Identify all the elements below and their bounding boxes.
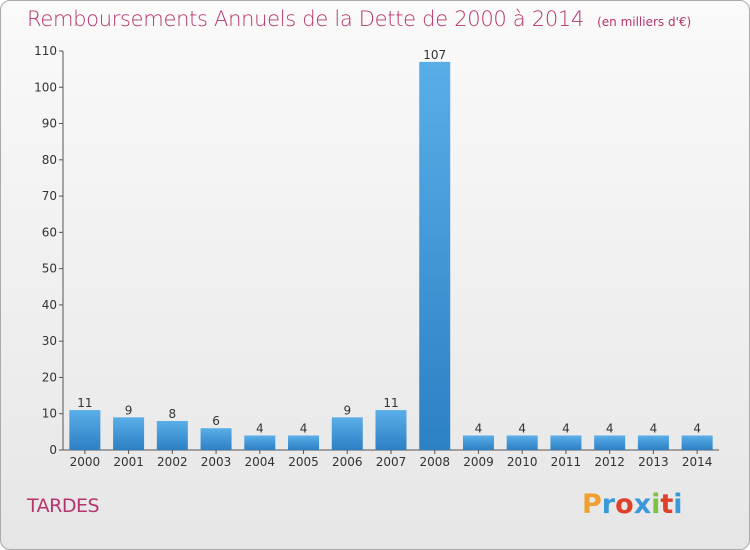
y-tick-label: 60 (42, 225, 57, 239)
value-label: 4 (300, 421, 308, 435)
value-label: 11 (77, 396, 92, 410)
value-label: 4 (606, 421, 614, 435)
axes: 0 10 20 30 40 50 60 70 80 90 100 110 2000 2001 2002 200… (34, 44, 719, 469)
x-tick-label: 2005 (288, 455, 319, 469)
y-tick-label: 30 (42, 334, 57, 348)
x-tick-label: 2004 (245, 455, 276, 469)
chart-title: Remboursements Annuels de la Dette de 20… (27, 7, 584, 31)
place-name: TARDES (27, 495, 100, 517)
x-tick-label: 2006 (332, 455, 363, 469)
x-tick-label: 2011 (551, 455, 582, 469)
bar-2006 (331, 417, 363, 450)
value-label: 9 (343, 403, 351, 417)
unit-note: (en milliers d'€) (597, 15, 692, 29)
bar-2004 (244, 435, 276, 450)
x-tick-label: 2007 (376, 455, 407, 469)
x-tick-label: 2009 (463, 455, 494, 469)
brand-logo-letter: x (633, 489, 652, 520)
y-tick-label: 50 (42, 262, 57, 276)
value-label: 11 (383, 396, 398, 410)
value-label: 4 (256, 421, 264, 435)
x-tick-label: 2014 (682, 455, 713, 469)
bar-2010 (506, 435, 538, 450)
bar-2000 (69, 410, 101, 450)
x-tick-label: 2003 (201, 455, 232, 469)
x-tick-label: 2002 (157, 455, 188, 469)
x-tick-label: 2012 (594, 455, 625, 469)
y-tick-label: 100 (34, 80, 57, 94)
value-label: 8 (169, 407, 177, 421)
bar-2001 (113, 417, 145, 450)
y-tick-label: 0 (49, 443, 57, 457)
x-tick-label: 2000 (70, 455, 101, 469)
brand-logo-letter: o (615, 489, 634, 520)
brand-logo-letter: r (601, 489, 616, 520)
value-label: 4 (562, 421, 570, 435)
x-tick-label: 2008 (419, 455, 450, 469)
bar-2011 (550, 435, 582, 450)
y-tick-label: 10 (42, 407, 57, 421)
value-label: 4 (475, 421, 483, 435)
value-label: 6 (212, 414, 220, 428)
brand-logo-letter: P (582, 489, 602, 520)
chart-title-block: Remboursements Annuels de la Dette de 20… (27, 7, 691, 31)
bar-2009 (462, 435, 494, 450)
x-tick-label: 2001 (113, 455, 144, 469)
y-tick-label: 70 (42, 189, 57, 203)
x-tick-label: 2013 (638, 455, 669, 469)
bar-2002 (156, 420, 188, 450)
y-tick-label: 20 (42, 370, 57, 384)
bar-2008 (419, 61, 451, 451)
y-tick-label: 110 (34, 44, 57, 58)
x-tick-label: 2010 (507, 455, 538, 469)
bar-2013 (637, 435, 669, 450)
value-label: 4 (693, 421, 701, 435)
brand-logo-letter: i (673, 489, 683, 520)
brand-logo: Proxiti (582, 489, 683, 520)
y-tick-label: 90 (42, 117, 57, 131)
brand-logo-letter: t (660, 489, 674, 520)
y-tick-label: 80 (42, 153, 57, 167)
brand-logo-letter: i (651, 489, 661, 520)
value-label: 4 (650, 421, 658, 435)
y-tick-label: 40 (42, 298, 57, 312)
value-label: 107 (423, 48, 446, 62)
bar-2005 (288, 435, 320, 450)
value-label: 9 (125, 403, 133, 417)
value-label: 4 (518, 421, 526, 435)
bar-2003 (200, 428, 232, 450)
bars: 11 9 8 6 4 4 9 11 107 4 4 4 4 4 4 (69, 48, 713, 451)
bar-2014 (681, 435, 713, 450)
bar-2007 (375, 410, 407, 450)
bar-2012 (594, 435, 626, 450)
